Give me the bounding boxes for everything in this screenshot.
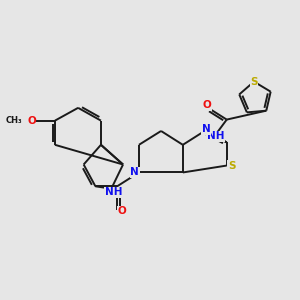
Text: O: O bbox=[27, 116, 36, 126]
Text: O: O bbox=[203, 100, 212, 110]
Text: NH: NH bbox=[105, 187, 122, 197]
Text: NH: NH bbox=[207, 131, 224, 141]
Text: N: N bbox=[130, 167, 139, 178]
Text: S: S bbox=[250, 76, 258, 87]
Text: O: O bbox=[118, 206, 126, 216]
Text: CH₃: CH₃ bbox=[5, 116, 22, 125]
Text: N: N bbox=[202, 124, 210, 134]
Text: S: S bbox=[228, 160, 235, 171]
